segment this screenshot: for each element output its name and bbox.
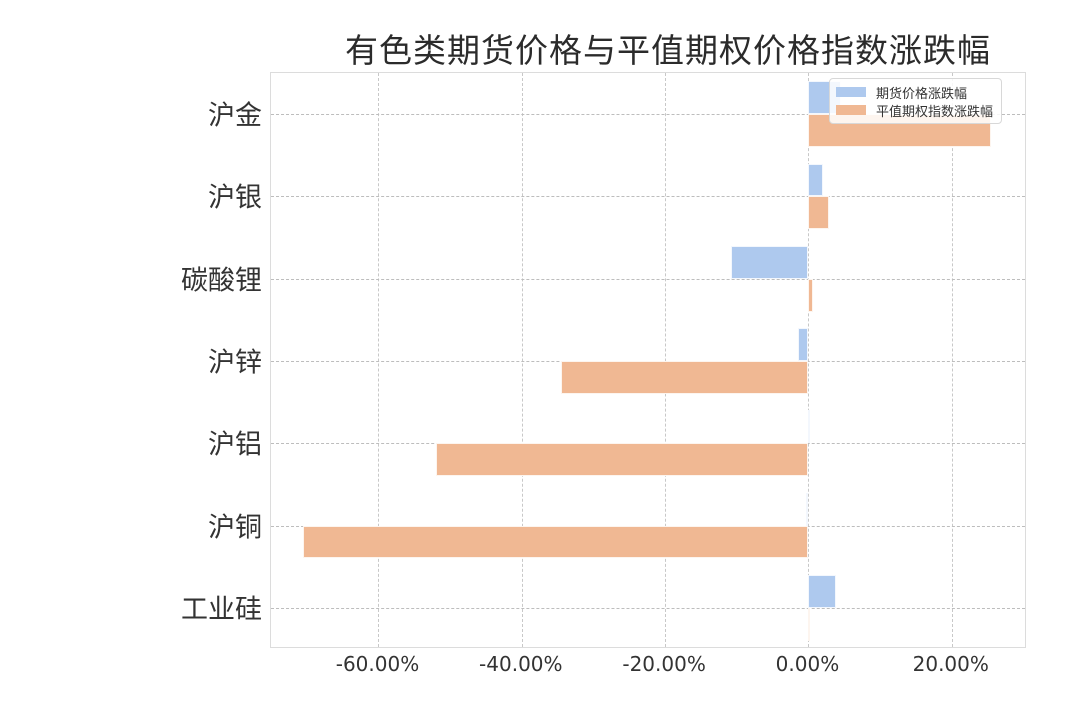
bar-futures — [806, 492, 809, 526]
x-tick-label: -40.00% — [479, 652, 563, 676]
bar-futures — [797, 328, 809, 361]
y-category-label: 碳酸锂 — [181, 265, 262, 297]
bar-options — [302, 525, 809, 559]
y-gridline — [271, 607, 1025, 609]
y-category-label: 沪锌 — [208, 347, 262, 379]
x-tick-label: 20.00% — [912, 652, 989, 676]
x-gridline — [808, 73, 810, 647]
bar-futures — [808, 410, 811, 444]
legend-item-futures: 期货价格涨跌幅 — [836, 83, 993, 102]
y-category-label: 沪银 — [208, 182, 262, 214]
y-category-label: 沪金 — [208, 100, 262, 132]
y-gridline — [271, 114, 1025, 116]
legend-swatch-futures — [836, 87, 866, 97]
bar-options — [435, 443, 809, 477]
legend-item-options: 平值期权指数涨跌幅 — [836, 101, 994, 120]
y-category-label: 沪铜 — [208, 512, 262, 544]
bar-futures — [808, 163, 823, 197]
y-category-label: 沪铝 — [208, 429, 262, 461]
bar-options — [808, 196, 829, 230]
y-category-label: 工业硅 — [181, 594, 262, 626]
x-tick-label: -60.00% — [335, 652, 420, 676]
legend-swatch-options — [836, 105, 866, 115]
x-gridline — [665, 73, 667, 647]
x-tick-label: 0.00% — [775, 652, 840, 676]
legend-label-options: 平值期权指数涨跌幅 — [876, 104, 994, 120]
chart-title: 有色类期货价格与平值期权价格指数涨跌幅 — [345, 31, 991, 70]
x-gridline — [521, 73, 523, 647]
x-gridline — [378, 73, 380, 647]
legend-label-futures: 期货价格涨跌幅 — [876, 86, 968, 102]
bar-options — [808, 278, 813, 312]
x-gridline — [951, 73, 953, 647]
x-tick-label: -20.00% — [622, 652, 706, 676]
bar-futures — [808, 574, 836, 608]
legend: 期货价格涨跌幅 平值期权指数涨跌幅 — [829, 78, 1003, 124]
y-gridline — [271, 196, 1025, 198]
y-gridline — [271, 278, 1025, 280]
plot-area — [270, 72, 1026, 648]
bar-futures — [731, 245, 809, 279]
bar-options — [561, 361, 809, 394]
bar-options — [808, 607, 811, 641]
